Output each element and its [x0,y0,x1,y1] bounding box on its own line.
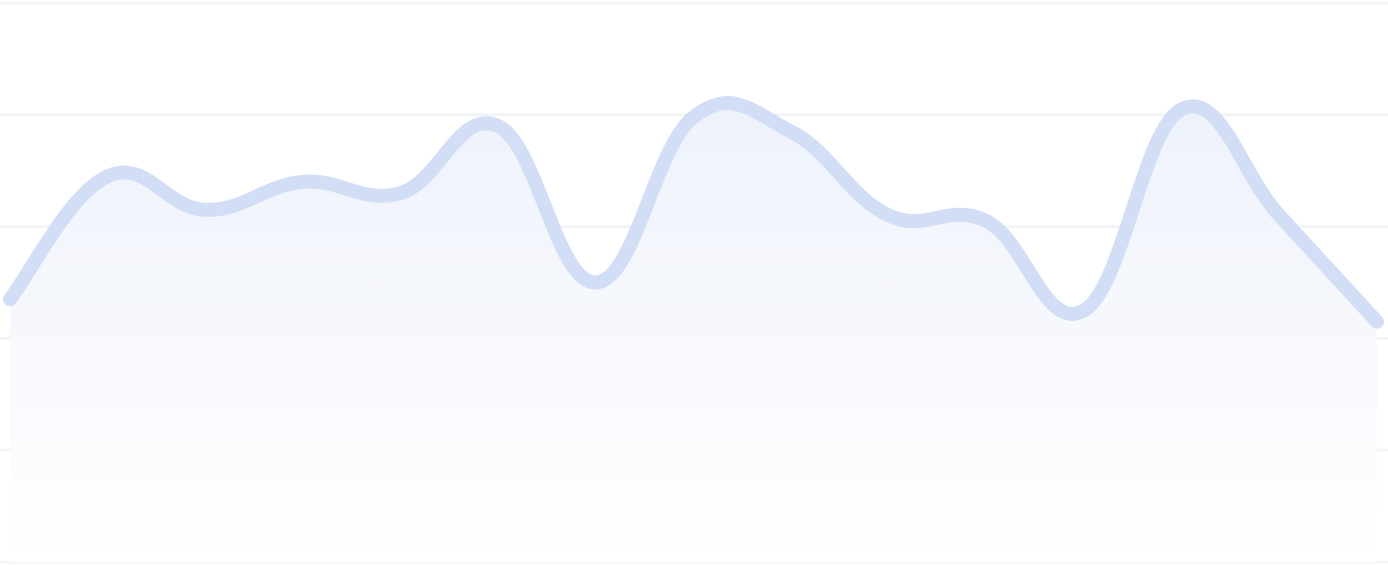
data-point-12 [1175,102,1189,116]
data-point-7 [687,110,701,124]
data-point-3 [296,175,310,189]
line-layer [3,96,1384,329]
series-area [10,103,1377,563]
series-line [3,96,1384,329]
data-point-9 [882,208,896,222]
data-point-14 [1370,315,1384,329]
data-point-8 [784,125,798,139]
data-point-4 [394,186,408,200]
data-point-13 [1272,208,1286,222]
data-point-5 [491,119,505,133]
data-point-2 [198,203,212,217]
data-point-6 [589,276,603,290]
data-point-10 [979,214,993,228]
area-layer [10,103,1377,563]
data-point-1 [101,169,115,183]
data-point-11 [1077,303,1091,317]
data-point-0 [3,292,17,306]
